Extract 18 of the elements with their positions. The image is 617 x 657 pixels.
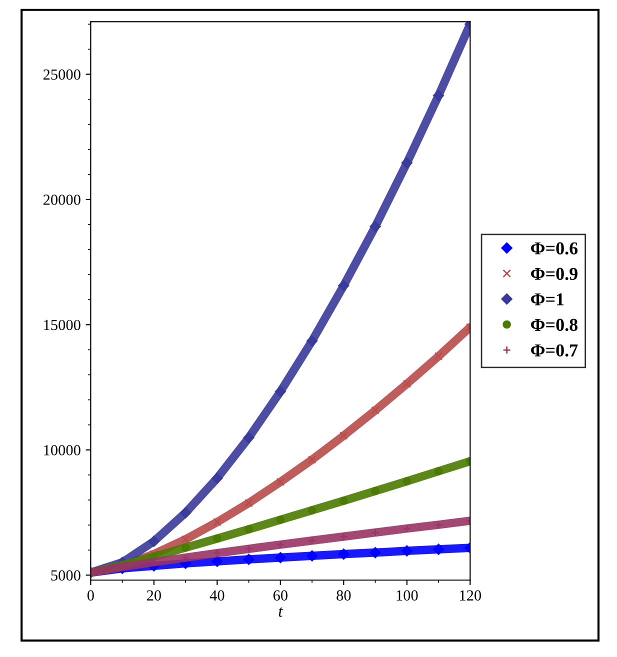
legend-label: Φ=1: [530, 293, 564, 306]
x-tick-label: 60: [273, 590, 288, 601]
y-tick-label: 5000: [51, 570, 80, 581]
legend-label: Φ=0.7: [530, 344, 578, 357]
y-tick-label: 10000: [44, 445, 80, 456]
legend-label: Φ=0.6: [530, 242, 578, 255]
y-tick-label: 25000: [43, 69, 80, 80]
y-tick-label: 15000: [44, 320, 80, 330]
x-tick-label: 0: [87, 590, 94, 601]
y-tick-label: 20000: [43, 194, 80, 205]
x-tick-label: 20: [146, 590, 161, 601]
x-tick-label: 40: [210, 590, 224, 601]
x-axis-title: t: [278, 607, 284, 617]
x-tick-label: 100: [396, 590, 418, 601]
legend-label: Φ=0.8: [530, 318, 578, 332]
x-tick-label: 120: [460, 590, 482, 601]
x-tick-label: 80: [336, 590, 351, 601]
legend-label: Φ=0.9: [530, 268, 578, 280]
